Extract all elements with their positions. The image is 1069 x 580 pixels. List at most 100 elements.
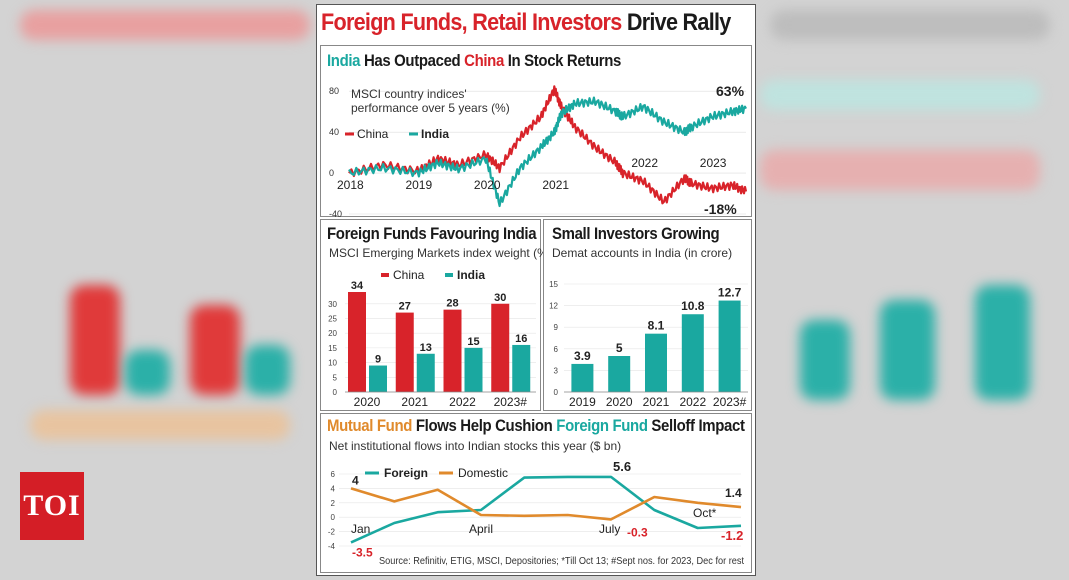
flows-y-tick: 2: [331, 499, 336, 508]
weights-value-india: 13: [420, 342, 432, 354]
weights-bar-china: [395, 312, 414, 392]
demat-bar: [718, 300, 741, 392]
weights-y-tick: 0: [333, 388, 338, 397]
weights-category-label: 2020: [354, 395, 381, 409]
flows-label-domestic-end: 1.4: [725, 486, 742, 500]
flows-label-domestic-low: -0.3: [627, 525, 648, 539]
weights-legend-china-label: China: [393, 268, 425, 282]
flows-y-tick: -4: [328, 542, 336, 551]
demat-category-label: 2021: [643, 395, 670, 409]
flows-y-tick: 6: [331, 470, 336, 479]
weights-bar-india: [464, 347, 483, 392]
returns-y-tick: 80: [329, 86, 339, 96]
demat-y-tick: 12: [549, 302, 558, 311]
legend-china-label: China: [357, 127, 389, 141]
flows-title-d: Selloff Impact: [651, 416, 745, 435]
flows-month-label: Jan: [351, 522, 370, 536]
flows-title: Mutual Fund Flows Help Cushion Foreign F…: [327, 416, 745, 436]
demat-y-tick: 3: [554, 366, 559, 375]
weights-bar-india: [369, 365, 387, 392]
weights-y-tick: 25: [328, 314, 337, 323]
flows-chart: 6 4 2 0 -2 -4 Foreign Domestic Jan April July Oct* 4…: [328, 459, 744, 560]
weights-bar-india: [416, 353, 435, 392]
returns-year-label: 2018: [337, 178, 364, 192]
returns-end-china-label: -18%: [704, 201, 737, 217]
returns-year-label: 2020: [474, 178, 501, 192]
demat-subtitle: Demat accounts in India (in crore): [552, 246, 733, 260]
weights-value-china: 28: [446, 298, 458, 310]
returns-title-mid: Has Outpaced: [363, 51, 461, 70]
demat-bar: [645, 333, 667, 392]
weights-bar-china: [491, 303, 510, 392]
weights-y-tick: 15: [328, 344, 337, 353]
demat-value-label: 5: [616, 341, 623, 355]
flows-series-domestic: [350, 487, 742, 521]
returns-subtitle-1: MSCI country indices': [351, 87, 467, 101]
weights-bar-china: [443, 309, 462, 392]
infographic-card: Foreign Funds, Retail Investors Drive Ra…: [316, 4, 756, 576]
weights-category-label: 2022: [449, 395, 476, 409]
weights-value-china: 30: [494, 292, 506, 304]
returns-end-india-label: 63%: [716, 83, 745, 99]
demat-panel: Small Investors Growing Demat accounts i…: [543, 219, 752, 411]
weights-value-china: 27: [399, 301, 411, 313]
returns-title-end: In Stock Returns: [507, 51, 622, 70]
flows-title-b: Flows Help Cushion: [415, 416, 553, 435]
demat-bar: [608, 356, 631, 392]
weights-value-india: 15: [467, 336, 479, 348]
demat-value-label: 8.1: [648, 319, 665, 333]
returns-panel: India Has Outpaced China In Stock Return…: [320, 45, 752, 218]
weights-y-tick: 10: [328, 359, 337, 368]
weights-bar-china: [348, 292, 366, 392]
flows-label-foreign-peak: 5.6: [613, 459, 631, 474]
demat-category-label: 2023#: [713, 395, 747, 409]
demat-value-label: 3.9: [574, 349, 591, 363]
returns-chart: 80 40 0 -40 MSCI country indices'performance…: [329, 83, 748, 218]
weights-category-label: 2021: [401, 395, 428, 409]
returns-year-label: 2021: [542, 178, 569, 192]
returns-y-tick: 0: [329, 168, 334, 178]
weights-title: Foreign Funds Favouring India: [327, 224, 537, 243]
flows-legend-foreign-label: Foreign: [384, 466, 428, 480]
flows-month-label: Oct*: [693, 506, 717, 520]
demat-value-label: 12.7: [718, 286, 742, 300]
headline-part2: Drive Rally: [626, 9, 731, 36]
demat-value-label: 10.8: [681, 299, 705, 313]
demat-y-tick: 6: [554, 345, 559, 354]
returns-title-china: China: [464, 51, 504, 70]
legend-india-label: India: [421, 127, 449, 141]
source-note: Source: Refinitiv, ETIG, MSCI, Depositor…: [379, 556, 745, 567]
returns-subtitle-2: performance over 5 years (%): [351, 101, 510, 115]
flows-series-foreign: [350, 475, 742, 544]
weights-y-tick: 5: [333, 373, 338, 382]
demat-category-label: 2022: [679, 395, 706, 409]
flows-label-domestic-start: 4: [352, 473, 359, 487]
flows-month-label: July: [599, 522, 620, 536]
flows-panel: Mutual Fund Flows Help Cushion Foreign F…: [320, 413, 752, 573]
returns-series-india: [348, 96, 747, 208]
flows-title-a: Mutual Fund: [327, 416, 413, 435]
weights-bar-india: [512, 344, 531, 392]
weights-y-tick: 20: [328, 329, 337, 338]
flows-legend-domestic-label: Domestic: [458, 466, 508, 480]
returns-title-india: India: [327, 51, 361, 70]
demat-y-tick: 15: [549, 280, 558, 289]
returns-y-tick: -40: [329, 209, 342, 218]
demat-y-tick: 0: [554, 388, 559, 397]
flows-y-tick: 4: [331, 484, 336, 493]
demat-category-label: 2019: [569, 395, 596, 409]
weights-y-tick: 30: [328, 300, 337, 309]
headline: Foreign Funds, Retail Investors Drive Ra…: [321, 9, 731, 41]
demat-chart: 0 3 6 9 12 15 3.9 2019 5 2020 8.1 2021 10.8 2022 12.7 2…: [549, 280, 748, 409]
weights-legend-india-label: India: [457, 268, 485, 282]
returns-year-label: 2023: [700, 156, 727, 170]
flows-y-tick: -2: [328, 528, 336, 537]
weights-value-china: 34: [351, 280, 364, 292]
weights-subtitle: MSCI Emerging Markets index weight (%): [329, 246, 552, 260]
flows-label-foreign-end: -1.2: [721, 528, 743, 543]
demat-bar: [571, 363, 594, 392]
demat-title: Small Investors Growing: [552, 224, 720, 243]
returns-title: India Has Outpaced China In Stock Return…: [327, 51, 621, 71]
returns-year-label: 2022: [631, 156, 658, 170]
weights-chart: 0 5 10 15 20 25 30 China India 34 9 2020 27 13 2021 28 1…: [328, 268, 536, 409]
